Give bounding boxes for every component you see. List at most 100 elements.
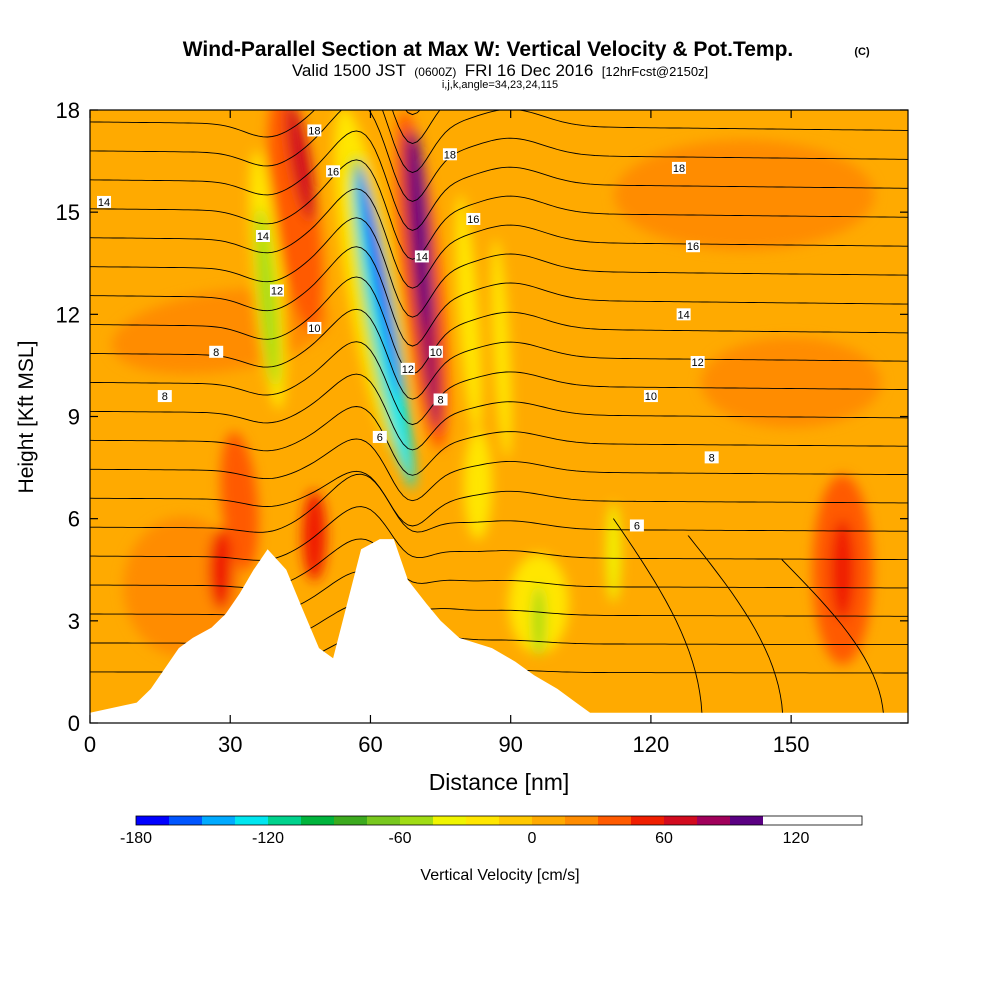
isentrope-line	[90, 373, 908, 451]
svg-text:18: 18	[308, 125, 320, 137]
contour-label: 8	[704, 451, 719, 464]
field-right-updraft-core	[830, 519, 855, 620]
isentrope-line	[90, 470, 908, 527]
x-tick-label: 120	[633, 732, 670, 757]
colorbar-swatch	[334, 816, 367, 825]
svg-text:8: 8	[438, 394, 444, 406]
svg-text:14: 14	[416, 251, 428, 263]
isentrope-line	[90, 110, 908, 202]
svg-text:12: 12	[271, 285, 283, 297]
contour-label: 18	[671, 161, 686, 175]
isentrope-line	[90, 159, 908, 260]
colorbar-tick-label: 60	[655, 830, 673, 847]
svg-text:8: 8	[162, 391, 168, 403]
x-tick-label: 150	[773, 732, 810, 757]
isentrope-line	[90, 246, 908, 347]
x-axis-label: Distance [nm]	[429, 769, 570, 795]
terrain	[90, 539, 908, 723]
valid-utc: (0600Z)	[414, 65, 456, 79]
colorbar-swatch	[697, 816, 730, 825]
y-tick-label: 0	[68, 711, 80, 736]
y-tick-label: 12	[56, 302, 80, 327]
contour-label: 12	[400, 362, 415, 376]
contour-label: 12	[269, 284, 284, 297]
colorbar-swatch	[433, 816, 466, 825]
contour-label: 8	[157, 390, 172, 403]
svg-text:10: 10	[308, 323, 320, 335]
colorbar-swatch	[499, 816, 532, 825]
svg-text:14: 14	[678, 309, 690, 321]
x-axis: 0 30 60 90 120 150	[84, 110, 810, 757]
svg-text:10: 10	[430, 347, 442, 359]
colorbar-swatch	[367, 816, 400, 825]
y-tick-label: 9	[68, 405, 80, 430]
forecast-info: [12hrFcst@2150z]	[602, 64, 708, 79]
svg-text:14: 14	[98, 197, 110, 209]
contour-label: 14	[676, 308, 691, 321]
y-axis: 0 3 6 9 12 15 18	[56, 98, 908, 736]
colorbar-swatch	[268, 816, 301, 825]
contour-label: 16	[466, 212, 481, 226]
colorbar-tick-label: -60	[388, 830, 411, 847]
valid-date: FRI 16 Dec 2016	[465, 61, 594, 80]
field-left-lower-orange	[302, 490, 327, 581]
svg-text:16: 16	[327, 166, 339, 178]
colorbar-swatch	[730, 816, 763, 825]
contour-label: 16	[685, 240, 700, 253]
contour-labels: 18 16 14 14 12 10 8 8 18 16 14 12 10 8 6 18 16 14 12 10 8 6	[97, 124, 719, 532]
isentrope-line	[90, 130, 908, 231]
x-tick-label: 90	[498, 732, 522, 757]
field-green-band-low	[463, 429, 492, 540]
header: Wind-Parallel Section at Max W: Vertical…	[183, 38, 870, 91]
colorbar-tick-label: -120	[252, 830, 284, 847]
isentrope-line	[90, 473, 908, 533]
colorbar-tick-label: -180	[120, 830, 152, 847]
svg-text:16: 16	[467, 214, 479, 226]
colorbar-tick-label: 120	[783, 830, 810, 847]
field-main-purple	[415, 142, 429, 282]
colorbar-swatch	[664, 816, 697, 825]
isentrope-line	[90, 438, 908, 502]
colorbar-swatch	[136, 816, 169, 825]
contour-label: 18	[307, 124, 322, 137]
y-tick-label: 3	[68, 609, 80, 634]
svg-text:12: 12	[402, 364, 414, 376]
isentrope-line	[90, 538, 908, 589]
terrain-mask	[90, 539, 908, 723]
isentrope-line	[90, 308, 908, 400]
field-green-streak-1	[455, 194, 482, 435]
colorbar-swatch	[202, 816, 235, 825]
colorbar-swatch	[532, 816, 565, 825]
contour-label: 14	[97, 195, 112, 209]
contour-label: 10	[428, 345, 443, 359]
svg-text:16: 16	[687, 241, 699, 253]
isentrope-line	[612, 518, 703, 723]
contour-label: 6	[629, 519, 644, 532]
copyright-mark: (C)	[854, 46, 870, 58]
colorbar-swatch	[169, 816, 202, 825]
svg-text:18: 18	[673, 163, 685, 175]
isentrope-line	[90, 506, 908, 561]
valid-time-line: Valid 1500 JST (0600Z) FRI 16 Dec 2016 […	[292, 61, 708, 80]
y-axis-label: Height [Kft MSL]	[15, 341, 38, 494]
field-plume-left	[220, 431, 259, 572]
contour-label: 14	[255, 230, 270, 243]
contour-label: 12	[690, 356, 705, 369]
field-green-lower-core	[532, 585, 545, 656]
colorbar: -180 -120 -60 0 60 120	[120, 815, 863, 847]
isentrope-line	[90, 276, 908, 375]
colorbar-swatch	[301, 816, 334, 825]
svg-text:8: 8	[213, 347, 219, 359]
field-left-wave-orange-core	[286, 110, 315, 221]
colorbar-swatch	[631, 816, 664, 825]
x-tick-label: 0	[84, 732, 96, 757]
isentrope-line	[90, 217, 908, 318]
colorbar-swatch	[235, 816, 268, 825]
chart-title: Wind-Parallel Section at Max W: Vertical…	[183, 38, 794, 61]
svg-text:18: 18	[444, 149, 456, 161]
field-band-right-mid	[701, 337, 882, 428]
svg-text:14: 14	[257, 231, 269, 243]
isentrope-line	[90, 406, 908, 476]
contour-label: 10	[307, 321, 322, 335]
